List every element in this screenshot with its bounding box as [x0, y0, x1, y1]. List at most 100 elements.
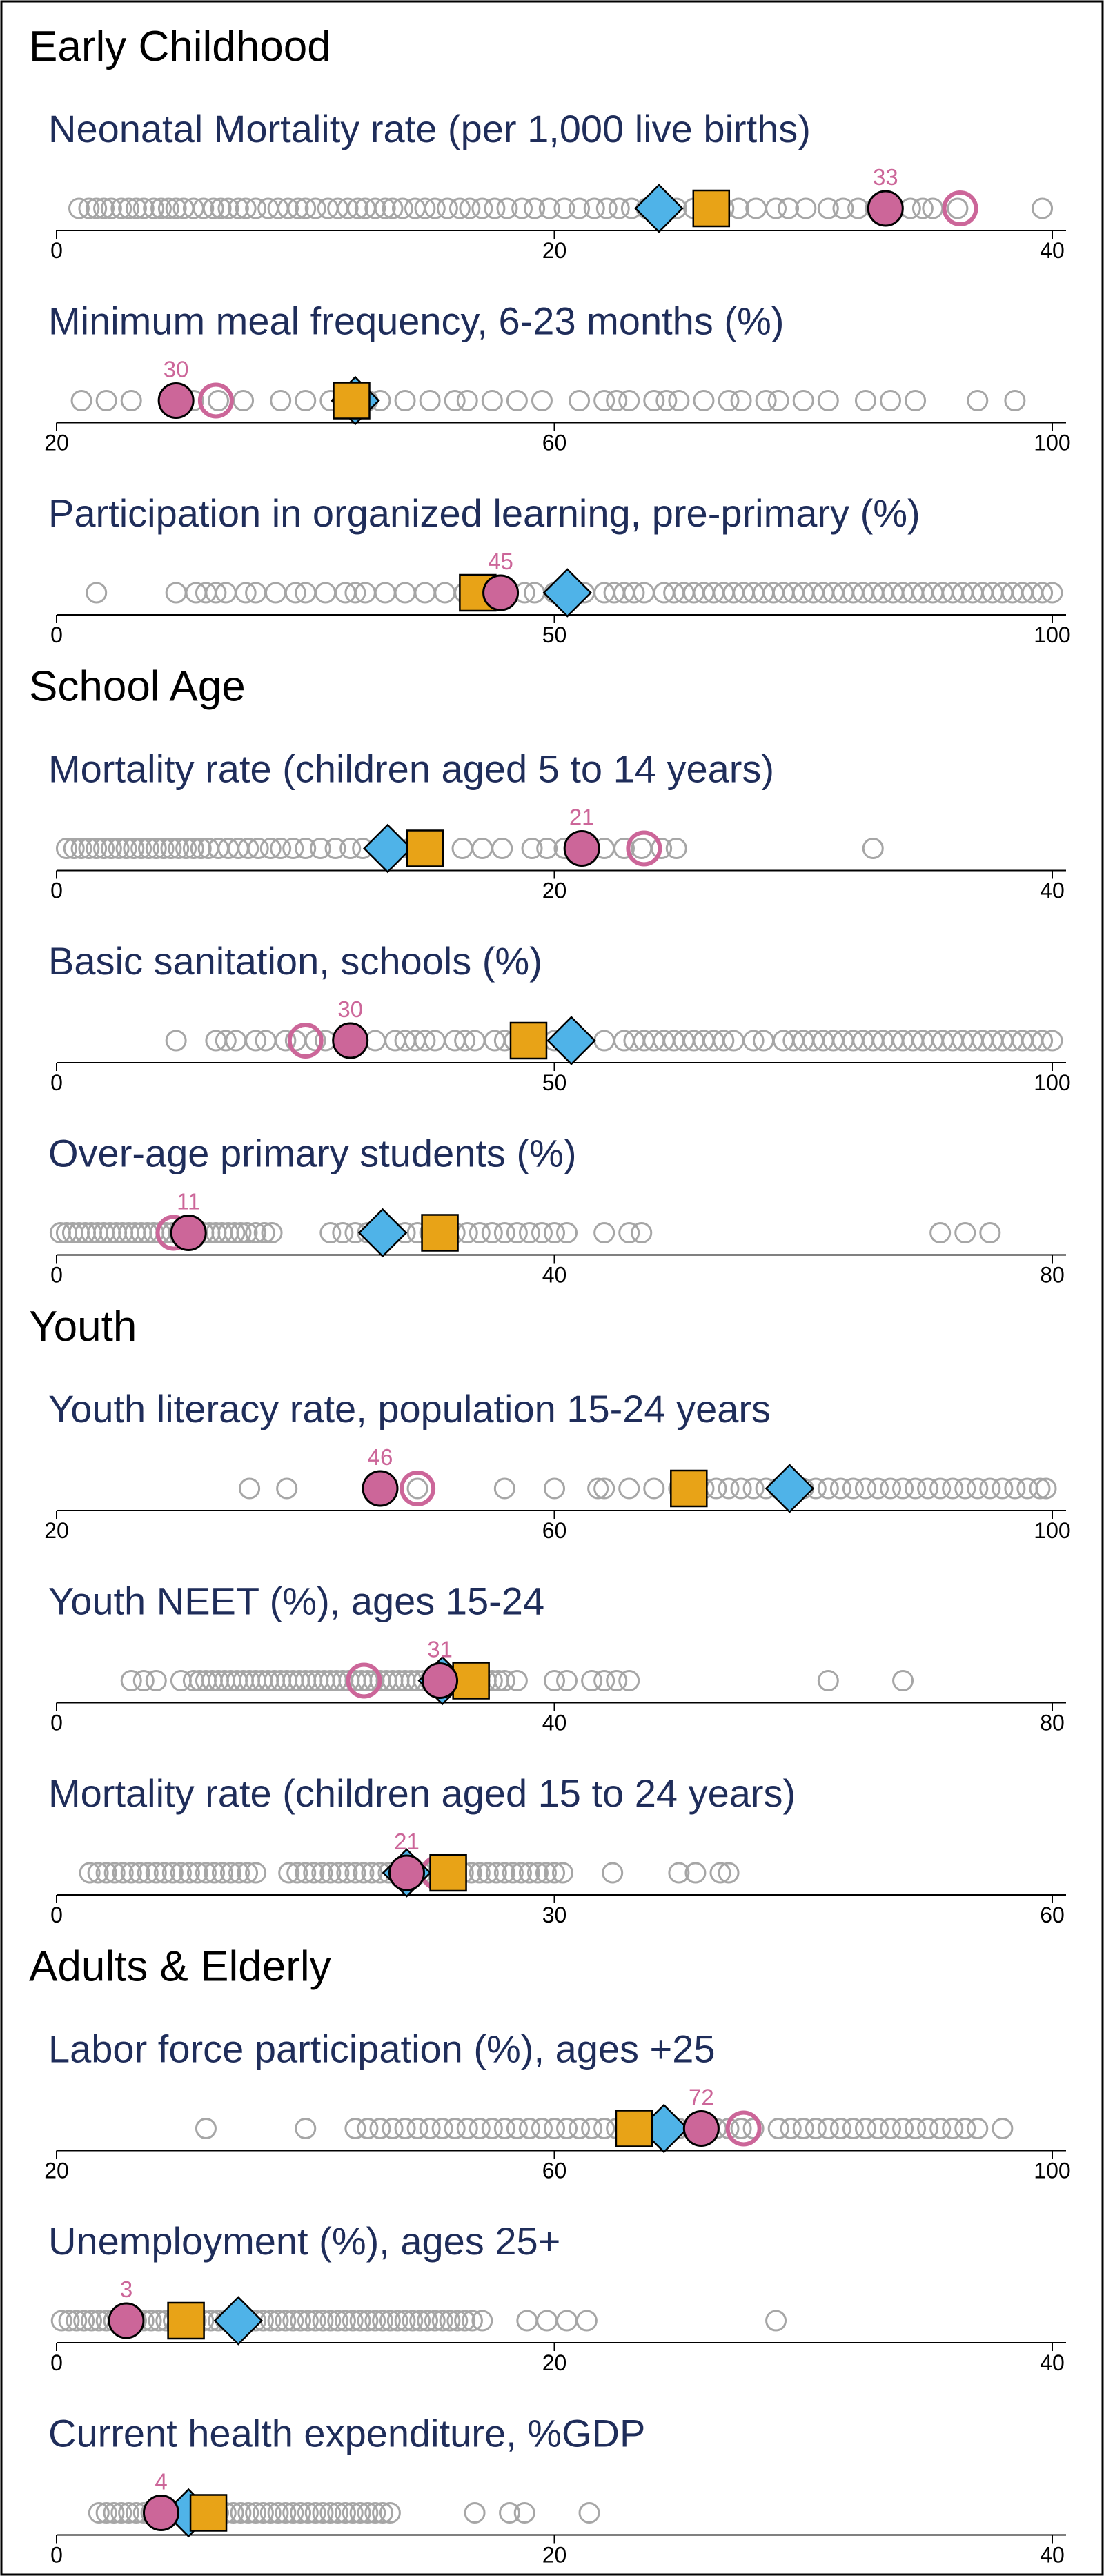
country-value-label: 30	[164, 357, 189, 382]
other-country-point	[867, 1477, 889, 1500]
x-tick-label: 60	[542, 2159, 567, 2183]
other-country-point	[339, 838, 362, 859]
other-country-point	[544, 1670, 565, 1691]
x-tick-label: 20	[542, 2350, 567, 2375]
other-country-point	[186, 1862, 208, 1884]
other-country-point	[506, 1222, 528, 1243]
x-tick-label: 60	[542, 1518, 567, 1543]
other-country-point	[842, 1477, 864, 1500]
panel-title: Basic sanitation, schools (%)	[48, 939, 542, 983]
x-tick-label: 0	[50, 1070, 63, 1095]
other-country-point	[290, 2310, 312, 2332]
other-country-point	[905, 390, 927, 411]
square-marker	[421, 1214, 459, 1252]
other-country-point	[578, 2502, 600, 2524]
other-country-point	[1032, 1030, 1054, 1052]
other-country-point	[569, 390, 591, 411]
country-value-label: 4	[155, 2469, 167, 2495]
other-country-point	[112, 1862, 134, 1884]
other-country-point	[277, 197, 299, 219]
other-country-point	[78, 838, 100, 859]
other-country-point	[436, 197, 458, 219]
other-country-point	[235, 197, 257, 219]
other-country-point	[880, 2118, 902, 2139]
other-country-point	[593, 1222, 615, 1243]
other-country-point	[593, 1670, 615, 1691]
other-country-point	[270, 838, 292, 859]
x-tick-label: 20	[542, 238, 567, 263]
other-country-point	[595, 197, 618, 219]
other-country-point	[730, 390, 752, 411]
other-country-point	[496, 197, 518, 219]
other-country-point	[795, 197, 817, 219]
other-country-point	[311, 1862, 333, 1884]
other-country-point	[618, 1670, 640, 1691]
other-country-point	[88, 2502, 110, 2524]
country-value-label: 11	[177, 1189, 200, 1215]
other-country-point	[947, 197, 969, 219]
other-country-point	[942, 2118, 964, 2139]
other-country-point	[278, 1862, 300, 1884]
x-tick-label: 100	[1034, 2159, 1070, 2183]
other-country-point	[448, 197, 471, 219]
other-country-point	[693, 390, 715, 411]
other-country-point	[854, 1477, 876, 1500]
other-country-point	[364, 2310, 386, 2332]
other-country-point	[391, 197, 413, 219]
other-country-point	[282, 838, 304, 859]
other-country-point	[618, 1477, 640, 1500]
other-country-point	[66, 2310, 88, 2332]
other-country-point	[593, 1477, 615, 1500]
other-country-point	[464, 2502, 486, 2524]
other-country-point	[979, 1222, 1001, 1243]
other-country-point	[602, 1862, 624, 1884]
other-country-point	[608, 197, 630, 219]
other-country-point	[210, 197, 232, 219]
other-country-point	[165, 1030, 187, 1052]
other-country-point	[1041, 582, 1063, 604]
other-country-point	[86, 582, 108, 604]
x-tick-label: 40	[1040, 2350, 1065, 2375]
other-country-point	[942, 1477, 964, 1500]
other-country-point	[287, 197, 309, 219]
other-country-point	[394, 2118, 416, 2139]
other-country-point	[245, 197, 267, 219]
country-point	[157, 382, 195, 419]
other-country-point	[544, 1862, 565, 1884]
other-country-point	[742, 1030, 765, 1052]
other-country-point	[417, 2310, 439, 2332]
other-country-point	[424, 2310, 446, 2332]
other-country-point	[556, 1670, 578, 1691]
other-country-point	[581, 2118, 603, 2139]
comparison-hollow-point	[725, 2110, 762, 2147]
other-country-point	[880, 1477, 902, 1500]
other-country-point	[471, 2310, 493, 2332]
country-point	[482, 574, 520, 611]
other-country-point	[284, 582, 306, 604]
other-country-point	[178, 1862, 200, 1884]
other-country-point	[275, 1030, 297, 1052]
panel-title: Minimum meal frequency, 6-23 months (%)	[48, 299, 784, 343]
other-country-point	[1035, 1477, 1057, 1500]
country-value-label: 30	[337, 996, 363, 1022]
other-country-point	[444, 390, 466, 411]
other-country-point	[157, 197, 179, 219]
other-country-point	[372, 2310, 394, 2332]
other-country-point	[892, 1670, 914, 1691]
square-marker	[509, 1021, 548, 1060]
other-country-point	[228, 1862, 250, 1884]
other-country-point	[511, 197, 533, 219]
other-country-point	[336, 1862, 358, 1884]
other-country-point	[275, 2502, 297, 2524]
other-country-point	[153, 1862, 175, 1884]
other-country-point	[245, 1862, 267, 1884]
other-country-point	[518, 1222, 540, 1243]
other-country-point	[239, 1477, 261, 1500]
other-country-point	[531, 1222, 553, 1243]
other-country-point	[237, 2502, 259, 2524]
other-country-point	[929, 1222, 952, 1243]
other-country-point	[145, 1670, 167, 1691]
other-country-point	[93, 197, 115, 219]
other-country-point	[303, 1862, 325, 1884]
